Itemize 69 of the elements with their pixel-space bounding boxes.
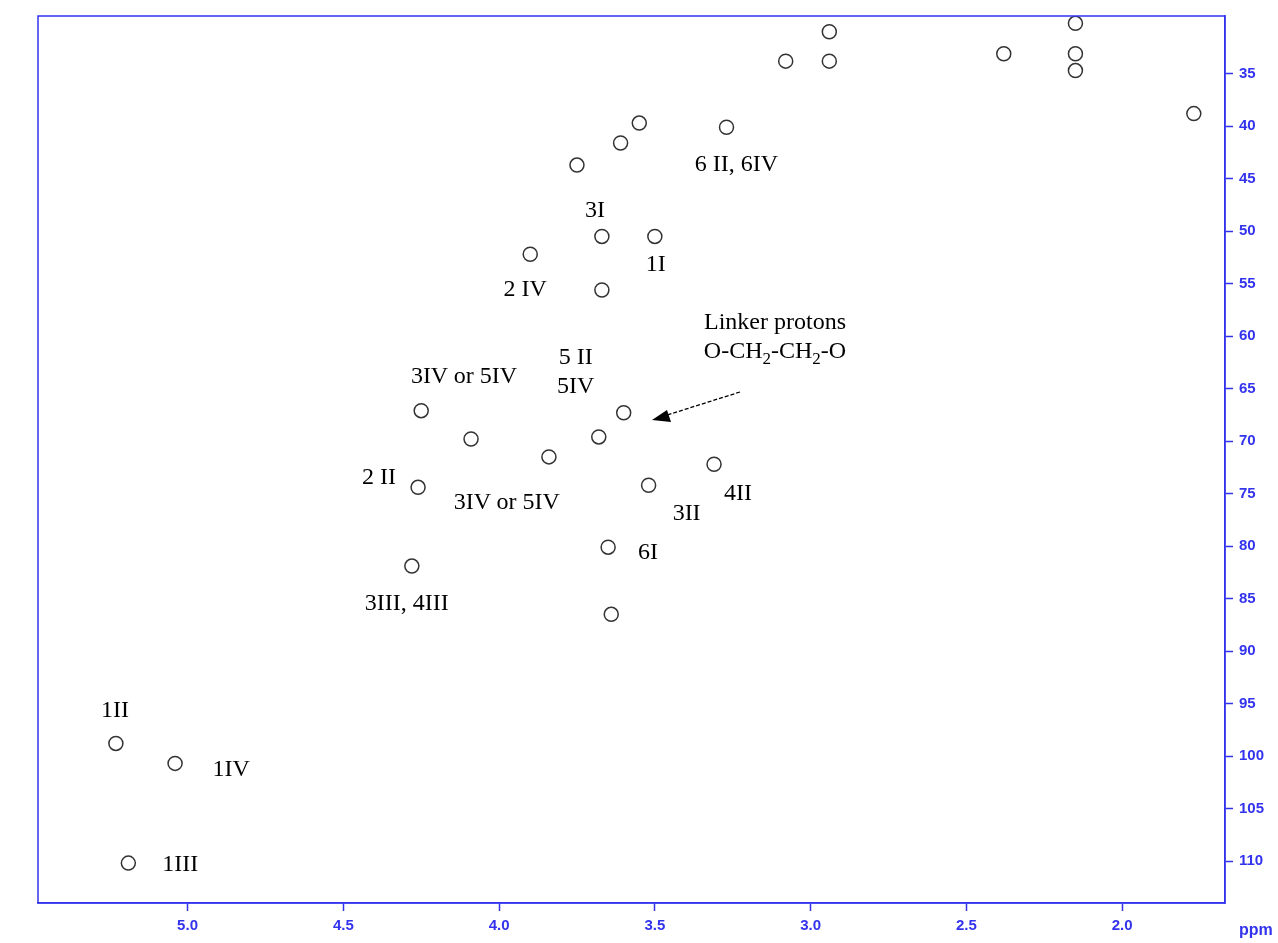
y-tick-label: 90 (1238, 641, 1256, 659)
x-tick-label: 2.5 (955, 916, 977, 934)
annotation: 6 II, 6IV (694, 149, 779, 176)
y-tick-label: 70 (1238, 431, 1256, 449)
y-tick-label: 110 (1238, 851, 1264, 869)
y-tick-label: 40 (1238, 116, 1256, 134)
point (600, 539, 616, 555)
annotation: 1IV (212, 754, 251, 781)
point (591, 429, 607, 445)
point (541, 449, 557, 465)
annotation: 6I (638, 538, 659, 565)
x-axis-title: ppm (1238, 921, 1273, 939)
x-tick-label: 5.0 (177, 916, 198, 934)
point (996, 46, 1012, 62)
point (569, 157, 585, 173)
y-tick-label: 55 (1238, 273, 1256, 291)
point (108, 735, 124, 752)
y-tick-label: 85 (1238, 588, 1256, 606)
annotation: 3III, 4III (364, 589, 449, 616)
point (718, 119, 735, 136)
y-tick-label: 75 (1238, 483, 1256, 501)
x-tick-label: 4.0 (488, 916, 510, 934)
y-tick-label: 35 (1238, 63, 1256, 81)
point (463, 431, 479, 447)
point (120, 855, 137, 871)
y-tick-label: 50 (1238, 221, 1256, 239)
y-tick-label: 65 (1238, 378, 1256, 396)
point (1067, 46, 1084, 62)
point (594, 228, 610, 245)
annotation: 5 II 5IV (557, 342, 596, 398)
annotation: 1II (100, 695, 129, 722)
annotation: 3I (584, 195, 605, 222)
annotation: 2 II (362, 462, 397, 489)
point (1067, 16, 1084, 32)
annotation: 3II (672, 498, 701, 525)
y-tick-label: 100 (1238, 746, 1264, 764)
point (647, 228, 663, 245)
annotation: 3IV or 5IV (453, 488, 561, 515)
point (821, 53, 838, 69)
point (603, 606, 619, 623)
annotation: 2 IV (503, 274, 548, 301)
point (706, 456, 722, 472)
point (522, 246, 538, 263)
x-tick-label: 3.0 (800, 916, 822, 934)
annotation: 3IV or 5IV (410, 361, 518, 388)
point (167, 755, 183, 772)
point (612, 135, 629, 151)
point (594, 282, 610, 298)
y-tick-label: 95 (1238, 693, 1256, 711)
x-tick-label: 4.5 (332, 916, 354, 934)
point (640, 477, 657, 493)
x-tick-label: 2.0 (1111, 916, 1133, 934)
y-tick-label: 105 (1238, 798, 1264, 816)
y-tick-label: 45 (1238, 168, 1256, 186)
y-tick-label: 80 (1238, 536, 1256, 554)
point (413, 402, 429, 419)
point (404, 558, 420, 574)
annotation: 1III (162, 850, 199, 877)
point (631, 115, 648, 131)
annotation: 1I (645, 249, 666, 276)
y-tick-label: 60 (1238, 326, 1256, 344)
annotation: 4II (724, 478, 753, 505)
x-tick-label: 3.5 (644, 916, 666, 934)
point (410, 479, 426, 496)
point (1186, 105, 1202, 122)
point (777, 53, 794, 69)
point (615, 405, 632, 421)
point (1067, 62, 1084, 79)
point (821, 24, 838, 40)
